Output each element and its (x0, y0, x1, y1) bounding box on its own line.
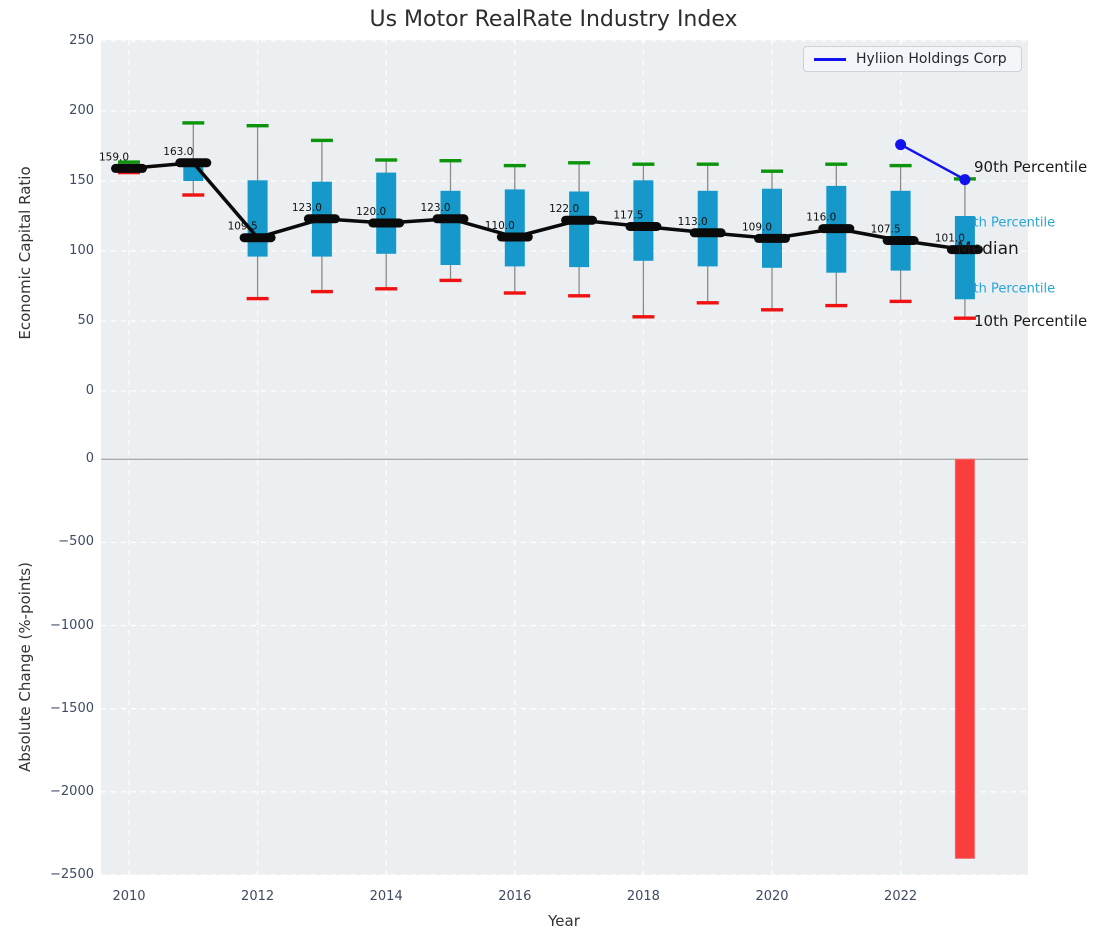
hyliion-line (900, 143, 966, 181)
x-tick-2022: 2022 (884, 889, 918, 904)
box-2018 (633, 180, 654, 261)
whisker-cap-low-2019 (696, 301, 719, 305)
annotation-25th-percentile: 25th Percentile (957, 281, 1055, 296)
median-value-label-2015: 123.0 (420, 202, 450, 214)
whisker-cap-high-2022 (889, 163, 912, 168)
box-2015 (440, 190, 461, 265)
median-marker-2015 (432, 214, 469, 224)
legend-label: Hyliion Holdings Corp (856, 51, 1007, 67)
y-tick-top-150: 150 (69, 173, 94, 188)
median-value-label-2023: 101.0 (935, 233, 965, 245)
hyliion-point-2023 (959, 174, 971, 186)
median-marker-2010 (111, 163, 147, 173)
whisker-cap-high-2012 (246, 124, 269, 128)
median-value-label-2014: 120.0 (356, 206, 386, 218)
whisker-cap-low-2012 (246, 296, 269, 301)
hyliion-point-2022 (895, 139, 907, 151)
whisker-cap-low-2020 (761, 308, 783, 312)
median-value-label-2013: 123.0 (292, 202, 322, 214)
x-tick-2020: 2020 (755, 889, 789, 904)
whisker-cap-high-2010 (118, 160, 140, 164)
x-tick-2012: 2012 (241, 889, 275, 904)
whisker-cap-low-2016 (503, 291, 526, 295)
median-value-label-2011: 163.0 (163, 146, 193, 158)
median-marker-2019 (689, 228, 726, 238)
chart-title: Us Motor RealRate Industry Index (369, 7, 738, 32)
legend-line-icon (814, 57, 846, 61)
whisker-cap-high-2017 (568, 161, 591, 165)
median-value-label-2010: 159.0 (99, 151, 129, 163)
whisker-cap-low-2014 (375, 287, 398, 291)
whisker-cap-low-2018 (632, 315, 655, 319)
median-marker-2013 (303, 214, 340, 224)
whisker-cap-low-2021 (825, 303, 848, 308)
box-2017 (569, 191, 590, 268)
box-2020 (762, 188, 782, 268)
y-tick-top-100: 100 (69, 243, 94, 258)
box-2023 (954, 216, 975, 300)
y-tick-bottom--500: −500 (58, 534, 94, 550)
median-marker-2011 (175, 158, 212, 168)
median-value-label-2019: 113.0 (678, 216, 708, 228)
median-marker-2017 (561, 215, 598, 225)
median-marker-2023 (946, 245, 983, 255)
whisker-cap-high-2019 (696, 162, 719, 166)
y-tick-top-250: 250 (69, 33, 94, 48)
y-tick-bottom--2000: −2000 (50, 783, 94, 799)
y-tick-bottom-0: 0 (85, 451, 94, 467)
x-tick-2014: 2014 (369, 889, 403, 904)
median-marker-2014 (368, 218, 405, 228)
y-tick-top-200: 200 (69, 103, 94, 118)
annotation-10th-percentile: 10th Percentile (974, 312, 1087, 330)
y-tick-bottom--1500: −1500 (50, 700, 94, 716)
box-2012 (247, 180, 268, 257)
x-tick-2016: 2016 (498, 889, 532, 904)
whisker-cap-high-2014 (375, 158, 398, 162)
median-value-label-2017: 122.0 (549, 203, 579, 215)
whisker-cap-low-2023 (953, 316, 976, 320)
legend: Hyliion Holdings Corp (803, 46, 1022, 72)
median-value-label-2021: 116.0 (806, 212, 836, 224)
y-tick-bottom--2500: −2500 (50, 866, 94, 882)
median-marker-2018 (625, 222, 662, 231)
whisker-cap-low-2013 (310, 289, 333, 294)
box-2014 (376, 172, 397, 254)
median-marker-2020 (754, 233, 790, 243)
whisker-cap-high-2020 (761, 169, 783, 173)
median-value-label-2020: 109.0 (742, 221, 772, 233)
whisker-cap-low-2011 (182, 193, 205, 197)
annotation-median: Median (957, 239, 1019, 259)
median-marker-2016 (496, 232, 533, 242)
median-value-label-2016: 110.0 (485, 220, 515, 232)
median-value-label-2022: 107.5 (871, 224, 901, 236)
whisker-cap-low-2015 (439, 278, 462, 283)
median-marker-2021 (818, 224, 855, 234)
whisker-cap-low-2017 (568, 294, 591, 298)
box-2016 (504, 189, 525, 267)
median-value-label-2012: 109.5 (228, 221, 258, 233)
annotation-90th-percentile: 90th Percentile (974, 158, 1087, 176)
box-2022 (890, 190, 911, 271)
x-tick-2010: 2010 (112, 889, 146, 904)
median-value-label-2018: 117.5 (613, 210, 643, 222)
plot-area (101, 40, 1028, 875)
whisker-cap-high-2018 (632, 162, 655, 166)
whisker-cap-high-2011 (182, 121, 205, 125)
annotation-75th-percentile: 75th Percentile (957, 216, 1055, 231)
whisker-cap-high-2021 (825, 162, 848, 166)
whisker-cap-high-2015 (439, 159, 462, 163)
whisker-cap-high-2013 (310, 138, 333, 143)
y-tick-top-50: 50 (77, 313, 94, 328)
x-axis-label: Year (548, 912, 580, 930)
y-tick-top-0: 0 (85, 383, 94, 398)
whisker-cap-high-2016 (503, 163, 526, 168)
change-bar-2023 (954, 458, 975, 859)
median-marker-2012 (239, 233, 276, 243)
y-tick-bottom--1000: −1000 (50, 617, 94, 633)
whisker-cap-low-2022 (889, 299, 912, 304)
median-marker-2022 (882, 236, 919, 245)
x-tick-2018: 2018 (626, 889, 660, 904)
